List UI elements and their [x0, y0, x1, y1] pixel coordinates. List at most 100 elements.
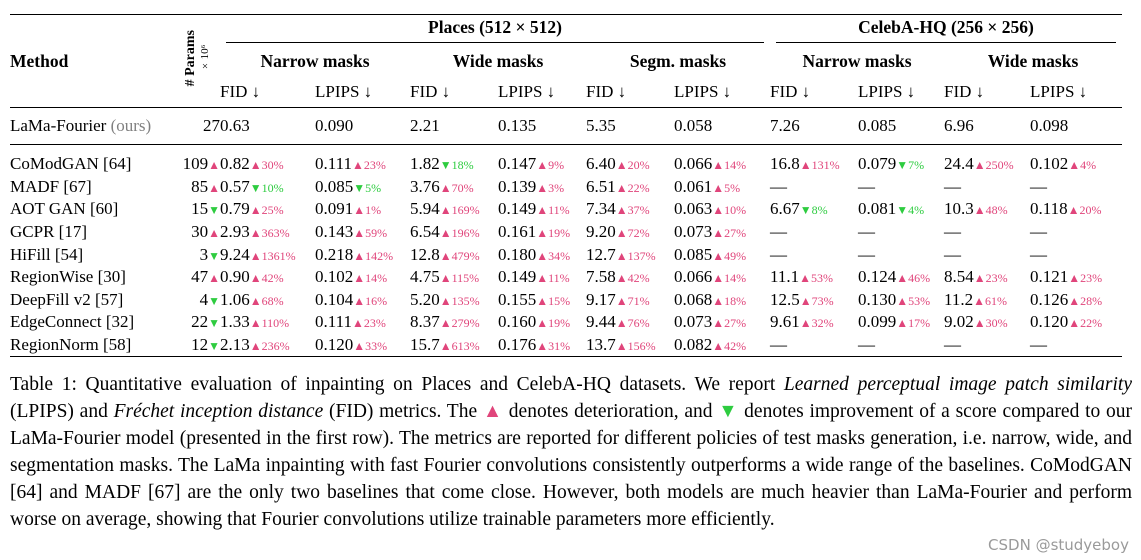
- deterioration-delta: ▲14%: [353, 271, 388, 286]
- metric-value: 0.124▲46%: [858, 266, 944, 289]
- deterioration-delta: ▲42%: [712, 339, 747, 354]
- param-count: 85▲: [175, 176, 220, 199]
- score: 9.44: [586, 312, 616, 332]
- table-row: RegionNorm [58] 12▼ 2.13▲236% 0.120▲33% 15.7…: [10, 334, 1122, 357]
- deterioration-delta: ▲71%: [615, 293, 650, 308]
- score: —: [944, 244, 961, 264]
- score: 5.94: [410, 199, 440, 219]
- metric-value: 5.35: [586, 116, 616, 135]
- param-value: 85: [191, 176, 209, 196]
- param-value: 47: [191, 267, 209, 287]
- metric-value: 12.8▲479%: [410, 243, 498, 266]
- score: 7.34: [586, 199, 616, 219]
- method-name: LaMa-Fourier (ours): [10, 108, 175, 145]
- improvement-delta: ▼8%: [799, 203, 828, 218]
- score: 3.76: [410, 176, 440, 196]
- deterioration-delta: ▲22%: [1068, 316, 1103, 331]
- metric-value: 9.61▲32%: [770, 311, 858, 334]
- metric-value: 0.180▲34%: [498, 243, 586, 266]
- metric-header-lpips: LPIPS ↓: [315, 82, 373, 101]
- metric-value: 0.063▲10%: [674, 198, 770, 221]
- score: —: [1030, 335, 1047, 355]
- deterioration-delta: ▲10%: [712, 203, 747, 218]
- score: 6.40: [586, 154, 616, 174]
- metric-value: —: [770, 176, 858, 199]
- score: —: [858, 335, 875, 355]
- metric-value: 0.155▲15%: [498, 289, 586, 312]
- metric-value: 10.3▲48%: [944, 198, 1030, 221]
- deterioration-delta: ▲33%: [353, 339, 388, 354]
- metric-value: —: [858, 243, 944, 266]
- improvement-delta: ▼5%: [353, 180, 382, 195]
- table-row: CoModGAN [64] 109▲ 0.82▲30% 0.111▲23% 1.82▼1…: [10, 144, 1122, 176]
- metric-value: 0.218▲142%: [315, 243, 410, 266]
- deterioration-delta: ▲53%: [799, 271, 833, 286]
- metric-value: 0.081▼4%: [858, 198, 944, 221]
- improvement-icon: ▼: [208, 316, 220, 331]
- deterioration-delta: ▲31%: [536, 339, 571, 354]
- improvement-icon: ▼: [208, 293, 220, 308]
- metric-value: 2.93▲363%: [220, 221, 315, 244]
- score: —: [770, 244, 787, 264]
- param-count: 4▼: [175, 289, 220, 312]
- metric-value: 1.06▲68%: [220, 289, 315, 312]
- deterioration-delta: ▲23%: [973, 271, 1008, 286]
- metric-value: 8.37▲279%: [410, 311, 498, 334]
- metric-value: —: [1030, 221, 1122, 244]
- score: 0.118: [1030, 199, 1068, 219]
- score: 0.099: [858, 312, 897, 332]
- deterioration-delta: ▲23%: [352, 158, 386, 173]
- method-name: GCPR [17]: [10, 222, 87, 242]
- deterioration-delta: ▲23%: [1068, 271, 1103, 286]
- deterioration-delta: ▲196%: [439, 226, 480, 241]
- metric-header-lpips: LPIPS ↓: [498, 82, 556, 101]
- score: 0.176: [498, 335, 537, 355]
- metric-value: —: [858, 334, 944, 357]
- improvement-delta: ▼4%: [896, 203, 925, 218]
- score: 12.7: [586, 244, 616, 264]
- metric-value: 0.066▲14%: [674, 266, 770, 289]
- param-count: 30▲: [175, 221, 220, 244]
- metric-header-fid: FID ↓: [586, 82, 627, 101]
- deterioration-delta: ▲250%: [973, 158, 1014, 173]
- metric-value: —: [770, 221, 858, 244]
- deterioration-delta: ▲48%: [973, 203, 1008, 218]
- metric-value: 6.96: [944, 116, 974, 135]
- metric-value: 1.33▲110%: [220, 311, 315, 334]
- table-row: MADF [67] 85▲ 0.57▼10% 0.085▼5% 3.76▲70% 0.13…: [10, 176, 1122, 199]
- metric-value: 16.8▲131%: [770, 145, 858, 176]
- score: —: [858, 222, 875, 242]
- metric-value: 0.102▲14%: [315, 266, 410, 289]
- score: 1.82: [410, 154, 440, 174]
- metric-value: 0.066▲14%: [674, 145, 770, 176]
- score: 2.93: [220, 222, 250, 242]
- metric-value: 0.79▲25%: [220, 198, 315, 221]
- deterioration-delta: ▲18%: [712, 293, 747, 308]
- deterioration-delta: ▲73%: [799, 293, 834, 308]
- score: 0.155: [498, 289, 537, 309]
- metric-value: 0.111▲23%: [315, 145, 410, 176]
- metric-value: 0.111▲23%: [315, 311, 410, 334]
- improvement-icon: ▼: [718, 401, 739, 422]
- method-name: CoModGAN [64]: [10, 154, 132, 174]
- deterioration-delta: ▲32%: [799, 316, 834, 331]
- deterioration-delta: ▲17%: [896, 316, 931, 331]
- deterioration-delta: ▲68%: [249, 293, 284, 308]
- score: 0.104: [315, 289, 354, 309]
- table-row: EdgeConnect [32] 22▼ 1.33▲110% 0.111▲23% 8.3…: [10, 311, 1122, 334]
- param-count: 12▼: [175, 334, 220, 357]
- deterioration-delta: ▲76%: [615, 316, 650, 331]
- deterioration-delta: ▲59%: [353, 226, 388, 241]
- score: —: [858, 244, 875, 264]
- param-value: 109: [182, 154, 209, 174]
- metric-value: —: [1030, 243, 1122, 266]
- deterioration-delta: ▲19%: [536, 316, 571, 331]
- improvement-delta: ▼10%: [249, 180, 284, 195]
- metric-value: 0.073▲27%: [674, 221, 770, 244]
- metric-value: —: [944, 334, 1030, 357]
- score: 0.120: [1030, 312, 1069, 332]
- metric-value: 15.7▲613%: [410, 334, 498, 357]
- sub-header-wide-celeba: Wide masks: [987, 50, 1079, 71]
- score: 0.139: [498, 176, 537, 196]
- deterioration-delta: ▲9%: [536, 158, 565, 173]
